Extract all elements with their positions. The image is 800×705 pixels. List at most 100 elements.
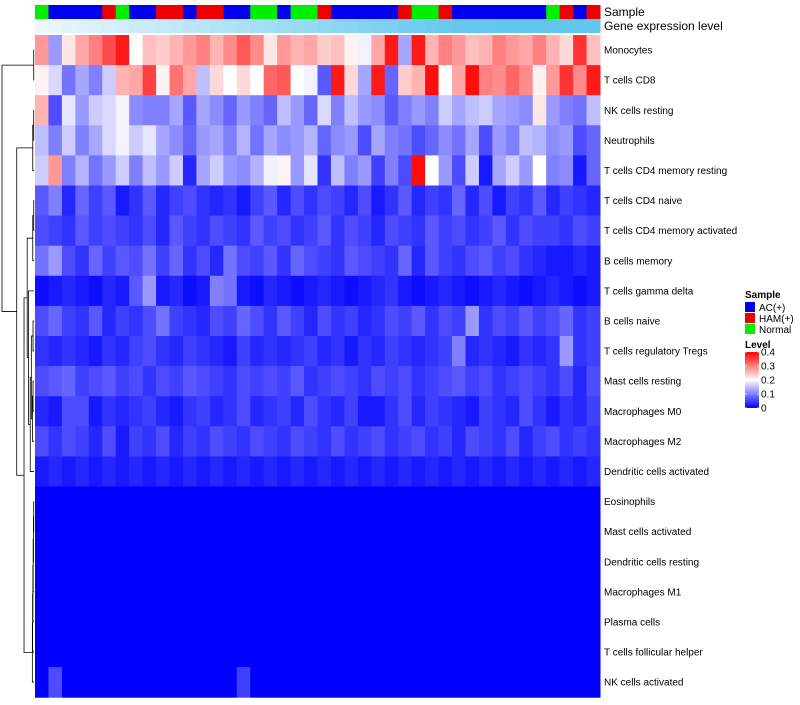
heatmap-cell: [129, 95, 143, 126]
row-label: T cells gamma delta: [604, 286, 694, 297]
heatmap-cell: [237, 456, 251, 487]
heatmap-cell: [412, 577, 426, 608]
heatmap-cell: [533, 547, 547, 578]
heatmap-cell: [425, 65, 439, 96]
sample-annotation-cell: [304, 5, 318, 19]
heatmap-cell: [75, 366, 89, 397]
expression-annotation-cell: [452, 19, 466, 33]
heatmap-cell: [48, 306, 62, 337]
heatmap-cell: [170, 547, 184, 578]
sample-annotation-cell: [479, 5, 493, 19]
heatmap-cell: [546, 65, 560, 96]
expression-annotation-cell: [398, 19, 412, 33]
heatmap-cell: [331, 577, 345, 608]
heatmap-cell: [412, 487, 426, 518]
heatmap-cell: [196, 667, 210, 698]
heatmap-cell: [331, 487, 345, 518]
heatmap-cell: [35, 607, 49, 638]
heatmap-cell: [506, 125, 520, 156]
heatmap-cell: [116, 396, 130, 427]
heatmap-cell: [48, 125, 62, 156]
heatmap-cell: [291, 65, 305, 96]
heatmap-cell: [412, 667, 426, 698]
heatmap-cell: [331, 155, 345, 186]
heatmap-cell: [75, 65, 89, 96]
heatmap-cell: [560, 577, 574, 608]
heatmap-cell: [533, 155, 547, 186]
heatmap-cell: [196, 276, 210, 307]
heatmap-cell: [465, 216, 479, 247]
heatmap-cell: [358, 577, 372, 608]
heatmap-cell: [344, 216, 358, 247]
row-label: T cells CD4 memory resting: [604, 166, 727, 177]
heatmap-cell: [331, 276, 345, 307]
heatmap-cell: [452, 336, 466, 367]
heatmap-cell: [358, 186, 372, 217]
heatmap-cell: [318, 547, 332, 578]
heatmap-cell: [102, 306, 116, 337]
heatmap-cell: [156, 155, 170, 186]
heatmap-cell: [143, 65, 157, 96]
heatmap-cell: [237, 517, 251, 548]
heatmap-cell: [210, 276, 224, 307]
heatmap-cell: [506, 547, 520, 578]
heatmap-cell: [196, 186, 210, 217]
heatmap-cell: [183, 216, 197, 247]
heatmap-cell: [291, 517, 305, 548]
heatmap-cell: [89, 65, 103, 96]
expression-annotation-cell: [506, 19, 520, 33]
heatmap-cell: [385, 607, 399, 638]
heatmap-cell: [398, 216, 412, 247]
heatmap-cell: [277, 667, 291, 698]
heatmap-cell: [439, 637, 453, 668]
heatmap-cell: [156, 607, 170, 638]
row-label: NK cells activated: [604, 678, 683, 689]
heatmap-cell: [533, 35, 547, 66]
heatmap-cell: [318, 35, 332, 66]
heatmap-cell: [331, 456, 345, 487]
heatmap-cell: [573, 637, 587, 668]
heatmap-cell: [62, 216, 76, 247]
heatmap-cell: [344, 607, 358, 638]
heatmap-cell: [479, 65, 493, 96]
heatmap-cell: [237, 637, 251, 668]
expression-annotation-cell: [129, 19, 143, 33]
heatmap-cell: [587, 246, 601, 277]
heatmap-cell: [250, 426, 264, 457]
heatmap-cell: [196, 547, 210, 578]
expression-annotation-cell: [371, 19, 385, 33]
heatmap-cell: [237, 366, 251, 397]
heatmap-cell: [398, 637, 412, 668]
heatmap-cell: [439, 396, 453, 427]
heatmap-cell: [479, 637, 493, 668]
heatmap-cell: [587, 456, 601, 487]
heatmap-cell: [358, 456, 372, 487]
heatmap-cell: [62, 155, 76, 186]
legend: SampleAC(+)HAM(+)NormalLevel0.40.30.20.1…: [745, 290, 794, 415]
sample-annotation-cell: [62, 5, 76, 19]
heatmap-cell: [170, 125, 184, 156]
heatmap-cell: [304, 517, 318, 548]
heatmap-cell: [560, 547, 574, 578]
heatmap-cell: [465, 487, 479, 518]
legend-swatch: [745, 313, 755, 323]
heatmap-cell: [223, 155, 237, 186]
heatmap-cell: [75, 216, 89, 247]
heatmap-cell: [183, 125, 197, 156]
heatmap-cell: [170, 186, 184, 217]
heatmap-cell: [587, 547, 601, 578]
sample-annotation-cell: [210, 5, 224, 19]
heatmap-cell: [546, 577, 560, 608]
expression-annotation-cell: [479, 19, 493, 33]
heatmap-cell: [143, 306, 157, 337]
heatmap-cell: [318, 95, 332, 126]
heatmap-cell: [277, 547, 291, 578]
heatmap-cell: [506, 216, 520, 247]
heatmap-cell: [479, 125, 493, 156]
expression-annotation-cell: [425, 19, 439, 33]
heatmap-cell: [170, 336, 184, 367]
heatmap-cells: [35, 35, 601, 698]
row-label: T cells regulatory Tregs: [604, 347, 708, 358]
row-label: Macrophages M2: [604, 437, 682, 448]
heatmap-cell: [223, 306, 237, 337]
